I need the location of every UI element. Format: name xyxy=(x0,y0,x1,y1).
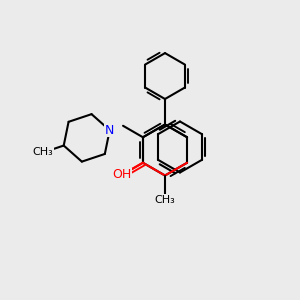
Text: CH₃: CH₃ xyxy=(33,147,53,158)
Text: N: N xyxy=(105,124,114,137)
Text: CH₃: CH₃ xyxy=(154,195,176,205)
Text: O: O xyxy=(116,169,126,182)
Text: OH: OH xyxy=(112,168,132,182)
